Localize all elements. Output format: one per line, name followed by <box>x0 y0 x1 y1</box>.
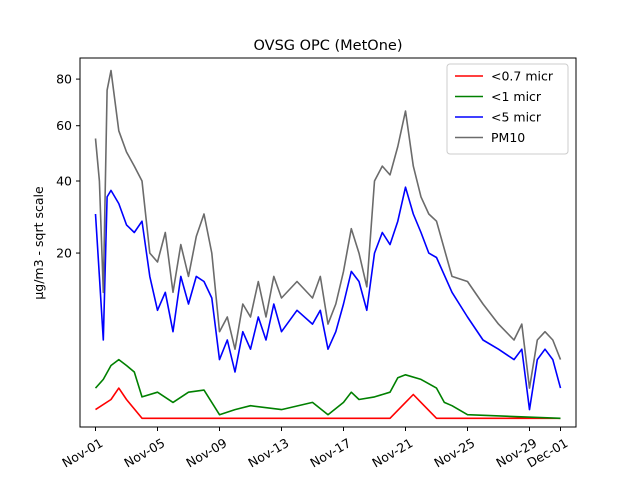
series-line-0 <box>95 387 561 420</box>
x-tick-label-4: Nov-17 <box>307 435 353 470</box>
x-tick-label-6: Nov-25 <box>431 435 477 470</box>
legend: <0.7 micr <1 micr <5 micr PM10 <box>446 63 569 155</box>
y-axis: 20 40 60 80 <box>56 72 80 261</box>
y-axis-label: µg/m3 - sqrt scale <box>31 186 46 300</box>
y-tick-label-1: 40 <box>56 174 72 189</box>
y-tick-label-2: 60 <box>56 118 72 133</box>
legend-label-1: <1 micr <box>491 89 542 104</box>
y-tick-label-3: 80 <box>56 72 72 87</box>
x-tick-label-0: Nov-01 <box>59 435 105 470</box>
series-line-2 <box>94 186 562 411</box>
legend-label-3: PM10 <box>491 130 525 145</box>
series-line-3 <box>94 69 562 389</box>
series-line-1 <box>94 358 561 420</box>
axes-frame <box>79 57 577 428</box>
legend-box <box>446 63 569 155</box>
x-tick-label-5: Nov-21 <box>369 435 415 470</box>
x-tick-label-1: Nov-05 <box>121 435 167 470</box>
y-tick-label-0: 20 <box>56 246 72 261</box>
x-tick-label-3: Nov-13 <box>245 435 291 470</box>
x-axis: Nov-01 Nov-05 Nov-09 Nov-13 Nov-17 Nov-21 Nov-… <box>59 427 570 470</box>
legend-label-2: <5 micr <box>491 110 542 125</box>
series-layer <box>94 69 562 420</box>
x-tick-label-2: Nov-09 <box>183 435 229 470</box>
chart-title: OVSG OPC (MetOne) <box>254 38 403 54</box>
legend-label-0: <0.7 micr <box>491 69 554 84</box>
